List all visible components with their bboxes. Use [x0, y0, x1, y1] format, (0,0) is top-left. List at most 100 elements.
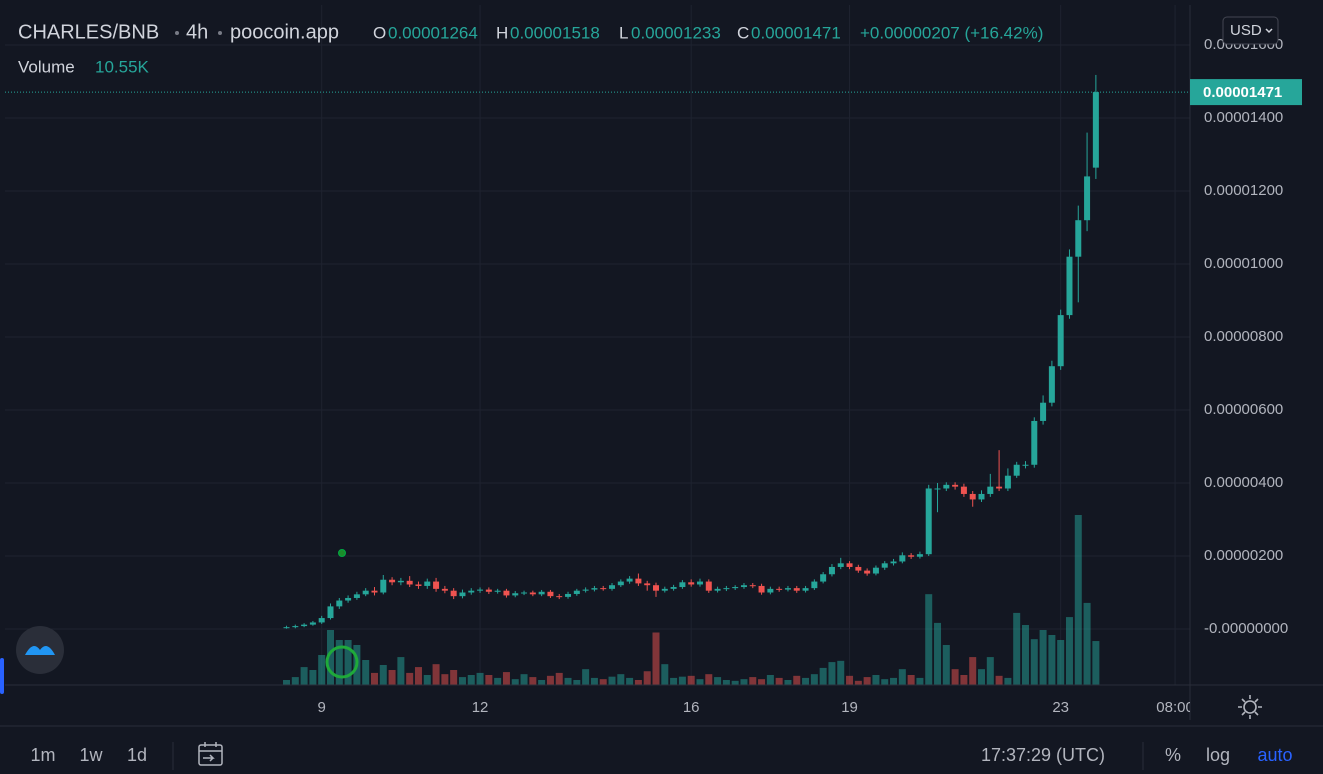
volume-bar [942, 645, 950, 685]
clock: 17:37:29 (UTC) [981, 745, 1105, 765]
candle-body [696, 581, 703, 585]
percent-toggle[interactable]: % [1165, 745, 1181, 765]
ohlc-value: 0.00001471 [751, 23, 841, 42]
candle-body [855, 566, 862, 571]
volume-bar [502, 672, 510, 685]
last-price-label: 0.00001471 [1203, 84, 1282, 101]
volume-bar [529, 677, 537, 685]
volume-bar [362, 660, 370, 685]
volume-bar [458, 677, 466, 685]
ohlc-value: 0.00001264 [388, 23, 478, 42]
candle-body [846, 563, 853, 567]
candle-body [617, 581, 624, 586]
volume-bar [1030, 639, 1038, 685]
volume-bar [916, 677, 924, 685]
volume-bar [1004, 677, 1012, 685]
candle-body [415, 584, 422, 586]
ohlc-value: 0.00001518 [510, 23, 600, 42]
volume-bar [881, 679, 889, 685]
range-button[interactable]: 1w [79, 745, 103, 765]
volume-bar [740, 679, 748, 685]
volume-bar [582, 669, 590, 685]
candle-body [565, 593, 572, 597]
volume-bar [388, 670, 396, 685]
marker-dot [338, 549, 346, 557]
candle-body [635, 578, 642, 584]
volume-bar [441, 674, 449, 685]
candle-body [371, 590, 378, 593]
volume-bar [344, 640, 352, 685]
candle-body [309, 622, 316, 625]
logo-icon [25, 646, 55, 655]
candle-body [1066, 256, 1073, 316]
volume-bar [678, 676, 686, 685]
volume-bar [1092, 641, 1100, 685]
change: +0.00000207 (+16.42%) [860, 23, 1043, 42]
ohlc-key: H [496, 23, 508, 42]
volume-bar [450, 670, 458, 685]
candle-body [345, 597, 352, 601]
candle-body [996, 486, 1003, 489]
candle-body [477, 589, 484, 591]
volume-bar [731, 680, 739, 685]
volume-bar [608, 676, 616, 685]
candle-body [1022, 464, 1029, 466]
volume-bar [283, 680, 291, 685]
marker-ring [325, 645, 359, 679]
ohlc-value: 0.00001233 [631, 23, 721, 42]
volume-bar [898, 669, 906, 685]
volume-bar [652, 632, 660, 685]
volume-bar [546, 675, 554, 685]
candle-body [916, 554, 923, 557]
volume-bar [793, 675, 801, 685]
candle-body [529, 592, 536, 595]
candle-body [705, 581, 712, 591]
y-tick-label: 0.00001000 [1204, 255, 1283, 272]
candle-body [802, 588, 809, 591]
candle-body [767, 588, 774, 593]
interval: 4h [186, 21, 208, 43]
candle-body [1048, 366, 1055, 403]
candle-body [987, 486, 994, 494]
volume-bar [432, 664, 440, 685]
candle-body [960, 486, 967, 494]
candle-body [283, 627, 290, 629]
candle-body [468, 590, 475, 593]
volume-bar [978, 669, 986, 685]
candle-body [459, 592, 466, 597]
y-tick-label: 0.00000200 [1204, 547, 1283, 564]
candle-body [538, 591, 545, 595]
candle-body [670, 587, 677, 589]
candle-body [881, 563, 888, 568]
volume-bar [872, 675, 880, 685]
volume-bar [467, 675, 475, 685]
source: poocoin.app [230, 21, 339, 43]
volume-bar [573, 680, 581, 685]
date-range-icon[interactable] [198, 742, 223, 766]
volume-bar [1065, 617, 1073, 685]
candle-body [1031, 420, 1038, 465]
x-tick-label: 19 [841, 699, 858, 716]
ohlc-key: C [737, 23, 749, 42]
range-button[interactable]: 1d [127, 745, 147, 765]
candle-body [828, 566, 835, 575]
volume-bar [969, 657, 977, 685]
volume-bar [643, 671, 651, 685]
currency-button[interactable] [1222, 16, 1279, 45]
settings-icon[interactable] [1238, 695, 1262, 719]
candle-body [1084, 176, 1091, 221]
currency: USD [1230, 22, 1262, 39]
log-toggle[interactable]: log [1206, 745, 1230, 765]
range-button[interactable]: 1m [30, 745, 55, 765]
auto-toggle[interactable]: auto [1257, 745, 1292, 765]
candle-body [353, 594, 360, 598]
separator [218, 31, 222, 35]
volume-label: Volume [18, 57, 75, 76]
candle-body [336, 600, 343, 607]
side-handle[interactable] [0, 658, 4, 694]
volume-bar [406, 672, 414, 685]
candle-body [749, 585, 756, 587]
volume-bar [634, 680, 642, 685]
x-tick-label: 23 [1052, 699, 1069, 716]
candle-body [969, 493, 976, 500]
